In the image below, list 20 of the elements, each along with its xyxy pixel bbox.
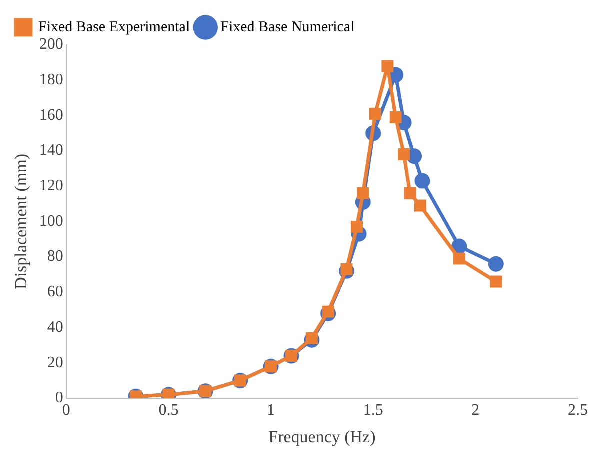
y-tick-label: 180 <box>39 72 64 89</box>
x-tick-label: 1.5 <box>363 402 384 420</box>
y-tick-label: 140 <box>39 142 64 160</box>
y-tick-label: 200 <box>39 36 64 54</box>
x-tick-label: 2.5 <box>568 402 588 420</box>
y-tick-label: 40 <box>47 318 64 336</box>
y-axis-title: Displacement (mm) <box>12 154 31 290</box>
legend-label: Fixed Base Numerical <box>220 19 355 36</box>
y-tick-label: 60 <box>47 284 64 301</box>
y-tick-label: 120 <box>39 178 64 195</box>
y-tick-label: 80 <box>47 248 64 266</box>
x-tick-label: 2 <box>472 402 480 420</box>
x-axis-title: Frequency (Hz) <box>268 427 376 446</box>
legend-label: Fixed Base Experimental <box>38 19 190 36</box>
x-tick-label: 1 <box>267 402 276 420</box>
y-tick-label: 20 <box>47 354 64 372</box>
y-tick-label: 160 <box>39 106 64 124</box>
y-tick-label: 0 <box>55 390 64 407</box>
y-tick-label: 100 <box>39 212 64 230</box>
x-tick-label: 0.5 <box>158 402 179 420</box>
